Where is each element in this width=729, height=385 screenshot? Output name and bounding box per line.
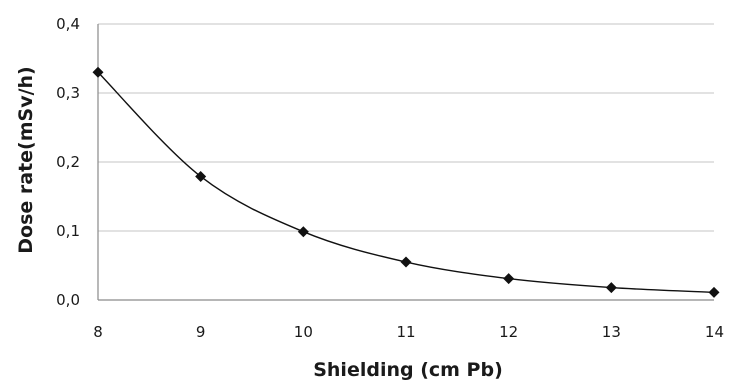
y-tick-label: 0,2	[56, 153, 80, 171]
data-point	[400, 256, 412, 268]
y-tick-label: 0,4	[56, 15, 80, 33]
y-axis-ticks: 0,0 0,1 0,2 0,3 0,4	[56, 15, 80, 309]
y-tick-label: 0,3	[56, 84, 80, 102]
y-axis-title: Dose rate(mSv/h)	[15, 66, 37, 254]
x-tick-label: 11	[396, 323, 415, 341]
data-point	[708, 286, 720, 298]
x-tick-label: 12	[499, 323, 518, 341]
series	[92, 66, 720, 298]
x-tick-label: 8	[93, 323, 103, 341]
data-point	[92, 66, 104, 78]
y-tick-label: 0,0	[56, 291, 80, 309]
x-tick-label: 13	[602, 323, 621, 341]
data-point	[503, 273, 515, 285]
x-axis-ticks: 8 9 10 11 12 13 14	[93, 323, 724, 341]
x-tick-label: 14	[705, 323, 724, 341]
x-axis-title: Shielding (cm Pb)	[313, 359, 503, 381]
y-tick-label: 0,1	[56, 222, 80, 240]
data-point	[605, 282, 617, 294]
data-point	[297, 226, 309, 238]
x-tick-label: 10	[294, 323, 313, 341]
x-tick-label: 9	[196, 323, 206, 341]
data-point	[195, 170, 207, 182]
